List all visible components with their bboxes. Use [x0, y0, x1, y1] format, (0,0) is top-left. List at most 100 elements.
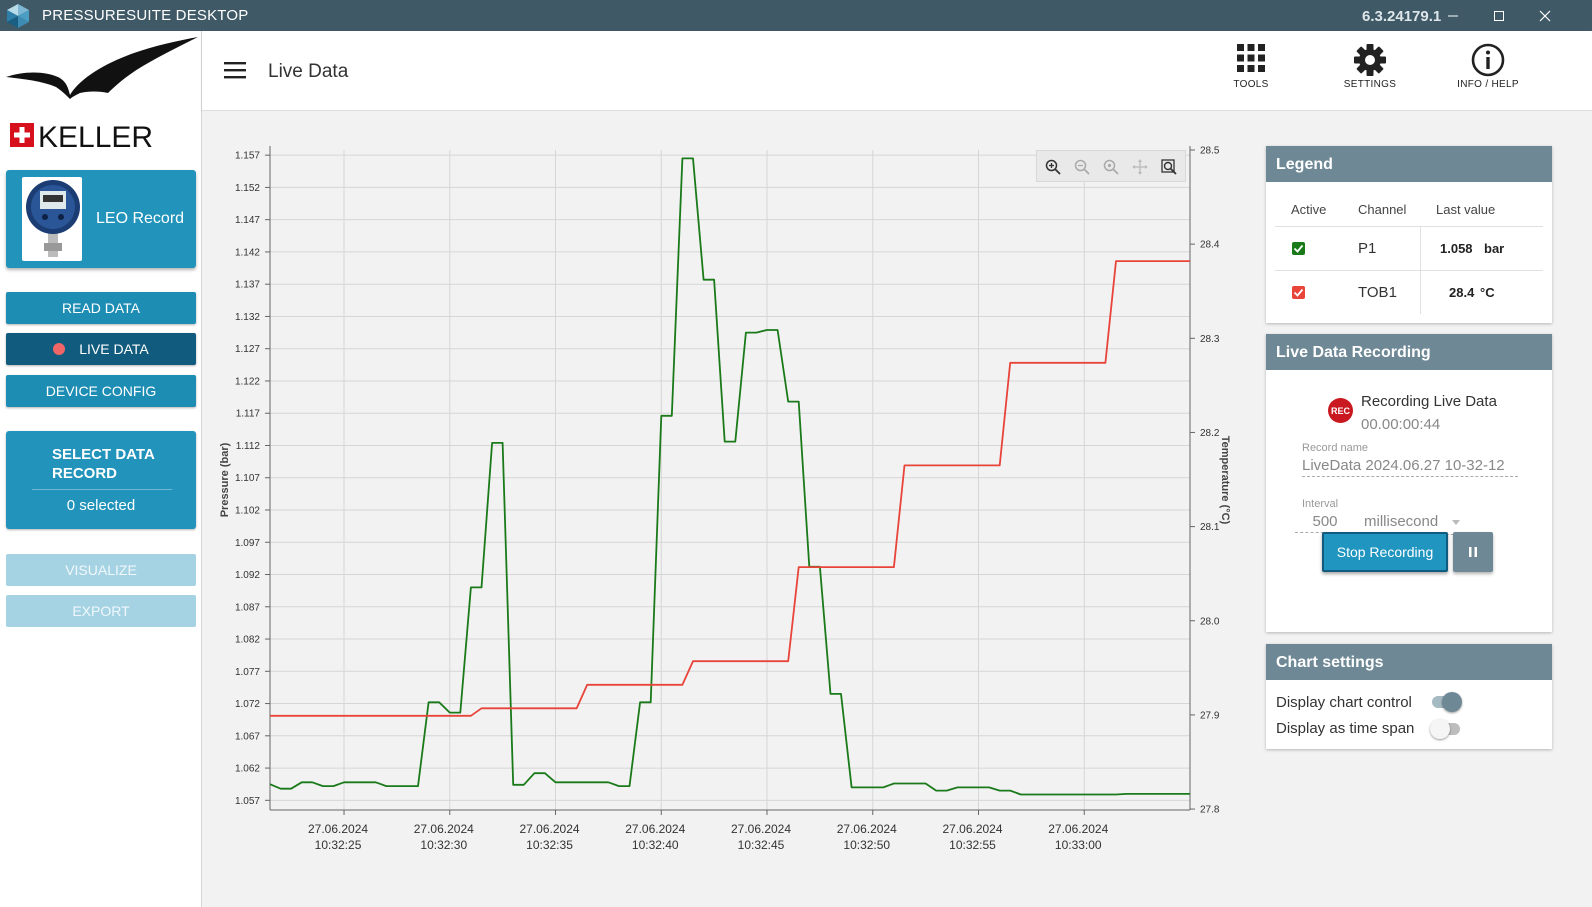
- selected-count: 0 selected: [66, 497, 136, 514]
- export-button[interactable]: EXPORT: [6, 595, 196, 627]
- zoom-fit-icon[interactable]: [1161, 159, 1177, 175]
- y-tick-label: 1.142: [235, 247, 260, 258]
- divider: [32, 489, 172, 490]
- maximize-icon: [1494, 10, 1504, 21]
- legend-row-tob1: TOB1 28.4 °C: [1275, 270, 1543, 314]
- display-chart-control-toggle[interactable]: [1432, 692, 1462, 712]
- y-tick-label: 1.057: [235, 796, 260, 807]
- x-tick-time-label: 10:32:45: [738, 838, 785, 852]
- tools-button[interactable]: TOOLS: [1206, 43, 1296, 103]
- y-tick-label: 1.112: [236, 441, 261, 452]
- live-chart[interactable]: 1.157 1.152 1.147 1.142 1.137 1.132 1.127 1.122…: [212, 140, 1252, 870]
- hamburger-menu-icon[interactable]: [224, 61, 246, 79]
- maximize-button[interactable]: [1476, 0, 1522, 31]
- x-tick-date-label: 27.06.2024: [731, 822, 791, 836]
- settings-label: SETTINGS: [1343, 79, 1397, 90]
- page-title: Live Data: [268, 61, 349, 82]
- check-icon: [1293, 288, 1304, 297]
- live-data-label: LIVE DATA: [79, 341, 149, 357]
- info-icon: [1471, 43, 1505, 77]
- display-chart-control-label: Display chart control: [1276, 694, 1412, 711]
- device-config-button[interactable]: DEVICE CONFIG: [6, 375, 196, 407]
- legend-header-last-value: Last value: [1436, 202, 1496, 217]
- device-name: LEO Record: [96, 210, 185, 227]
- y-tick-label: 1.137: [235, 280, 260, 291]
- y-tick-label: 1.092: [235, 570, 260, 581]
- check-icon: [1293, 244, 1304, 253]
- legend-title: Legend: [1266, 146, 1552, 182]
- select-data-record-title: SELECT DATA RECORD: [52, 446, 155, 482]
- x-tick-time-label: 10:33:00: [1055, 838, 1102, 852]
- y2-tick-label: 28.5: [1200, 146, 1220, 157]
- device-card[interactable]: LEO Record: [6, 170, 196, 268]
- chart-grid: [270, 150, 1190, 810]
- y-tick-label: 1.117: [236, 409, 261, 420]
- zoom-in-icon[interactable]: [1045, 159, 1061, 175]
- title-bar: PRESSURESUITE DESKTOP 6.3.24179.1: [0, 0, 1592, 31]
- x-tick-date-label: 27.06.2024: [837, 822, 897, 836]
- interval-input[interactable]: 500: [1295, 513, 1355, 533]
- version-label: 6.3.24179.1: [1362, 8, 1442, 25]
- tools-label: TOOLS: [1233, 79, 1269, 90]
- y-tick-label: 1.087: [235, 602, 260, 613]
- legend-panel: Legend Active Channel Last value P1 1.05…: [1266, 146, 1552, 323]
- record-name-label: Record name: [1302, 442, 1369, 454]
- recording-elapsed: 00.00:00:44: [1361, 416, 1441, 433]
- y-tick-label: 1.122: [235, 376, 260, 387]
- series-line-p1: [269, 157, 1190, 796]
- y2-tick-label: 28.0: [1200, 616, 1220, 627]
- sidebar: KELLER LEO Record READ DATA LIVE DATA DE…: [0, 31, 202, 907]
- p1-unit: bar: [1484, 241, 1505, 256]
- y-tick-label: 1.067: [235, 731, 260, 742]
- p1-active-checkbox[interactable]: [1292, 242, 1305, 255]
- bird-logo-icon: [6, 37, 198, 99]
- y-tick-label: 1.077: [235, 667, 260, 678]
- zoom-out-icon[interactable]: [1074, 159, 1090, 175]
- legend-header-active: Active: [1291, 202, 1327, 217]
- read-data-button[interactable]: READ DATA: [6, 292, 196, 324]
- app-title: PRESSURESUITE DESKTOP: [42, 7, 249, 24]
- recording-panel: Live Data Recording REC Recording Live D…: [1266, 334, 1552, 632]
- settings-button[interactable]: SETTINGS: [1325, 43, 1415, 103]
- minimize-button[interactable]: [1430, 0, 1476, 31]
- select-data-record-button[interactable]: SELECT DATA RECORD 0 selected: [6, 431, 196, 529]
- x-tick-date-label: 27.06.2024: [625, 822, 685, 836]
- chevron-down-icon: [1452, 520, 1460, 525]
- gear-icon: [1354, 44, 1386, 76]
- toggle-knob: [1442, 692, 1462, 712]
- y-tick-label: 1.157: [235, 151, 260, 162]
- chart-settings-panel: Chart settings Display chart control Dis…: [1266, 644, 1552, 749]
- visualize-button[interactable]: VISUALIZE: [6, 554, 196, 586]
- series-line-tob1: [270, 260, 1190, 717]
- y-tick-label: 1.097: [235, 538, 260, 549]
- close-button[interactable]: [1522, 0, 1568, 31]
- stop-recording-button[interactable]: Stop Recording: [1322, 532, 1448, 572]
- x-tick-date-label: 27.06.2024: [414, 822, 474, 836]
- display-time-span-toggle[interactable]: [1430, 719, 1460, 739]
- tob1-channel-name: TOB1: [1358, 284, 1397, 301]
- y2-tick-label: 27.9: [1200, 710, 1220, 721]
- y2-tick-label: 28.3: [1200, 334, 1220, 345]
- x-tick-time-label: 10:32:30: [420, 838, 467, 852]
- live-data-button[interactable]: LIVE DATA: [6, 333, 196, 365]
- toggle-knob: [1430, 719, 1450, 739]
- close-icon: [1539, 10, 1551, 21]
- y-tick-label: 1.062: [235, 764, 260, 775]
- y2-axis-label: Temperature (°C): [1219, 436, 1231, 525]
- info-help-button[interactable]: INFO / HELP: [1443, 43, 1533, 103]
- tob1-active-checkbox[interactable]: [1292, 286, 1305, 299]
- x-tick-time-label: 10:32:25: [315, 838, 362, 852]
- display-time-span-label: Display as time span: [1276, 720, 1415, 737]
- grid-icon: [1237, 44, 1265, 72]
- legend-header-channel: Channel: [1358, 202, 1407, 217]
- chart-labels: 1.157 1.152 1.147 1.142 1.137 1.132 1.127 1.122…: [219, 146, 1231, 853]
- pause-recording-button[interactable]: [1453, 532, 1493, 572]
- header: Live Data TOOLS SETTINGS: [202, 31, 1592, 111]
- record-name-input[interactable]: LiveData 2024.06.27 10-32-12: [1302, 457, 1518, 477]
- y-tick-label: 1.102: [235, 506, 260, 517]
- x-tick-date-label: 27.06.2024: [1048, 822, 1108, 836]
- zoom-reset-icon[interactable]: [1103, 159, 1119, 175]
- pan-icon[interactable]: [1132, 159, 1148, 175]
- chart-axes: [265, 146, 1195, 815]
- x-tick-date-label: 27.06.2024: [308, 822, 368, 836]
